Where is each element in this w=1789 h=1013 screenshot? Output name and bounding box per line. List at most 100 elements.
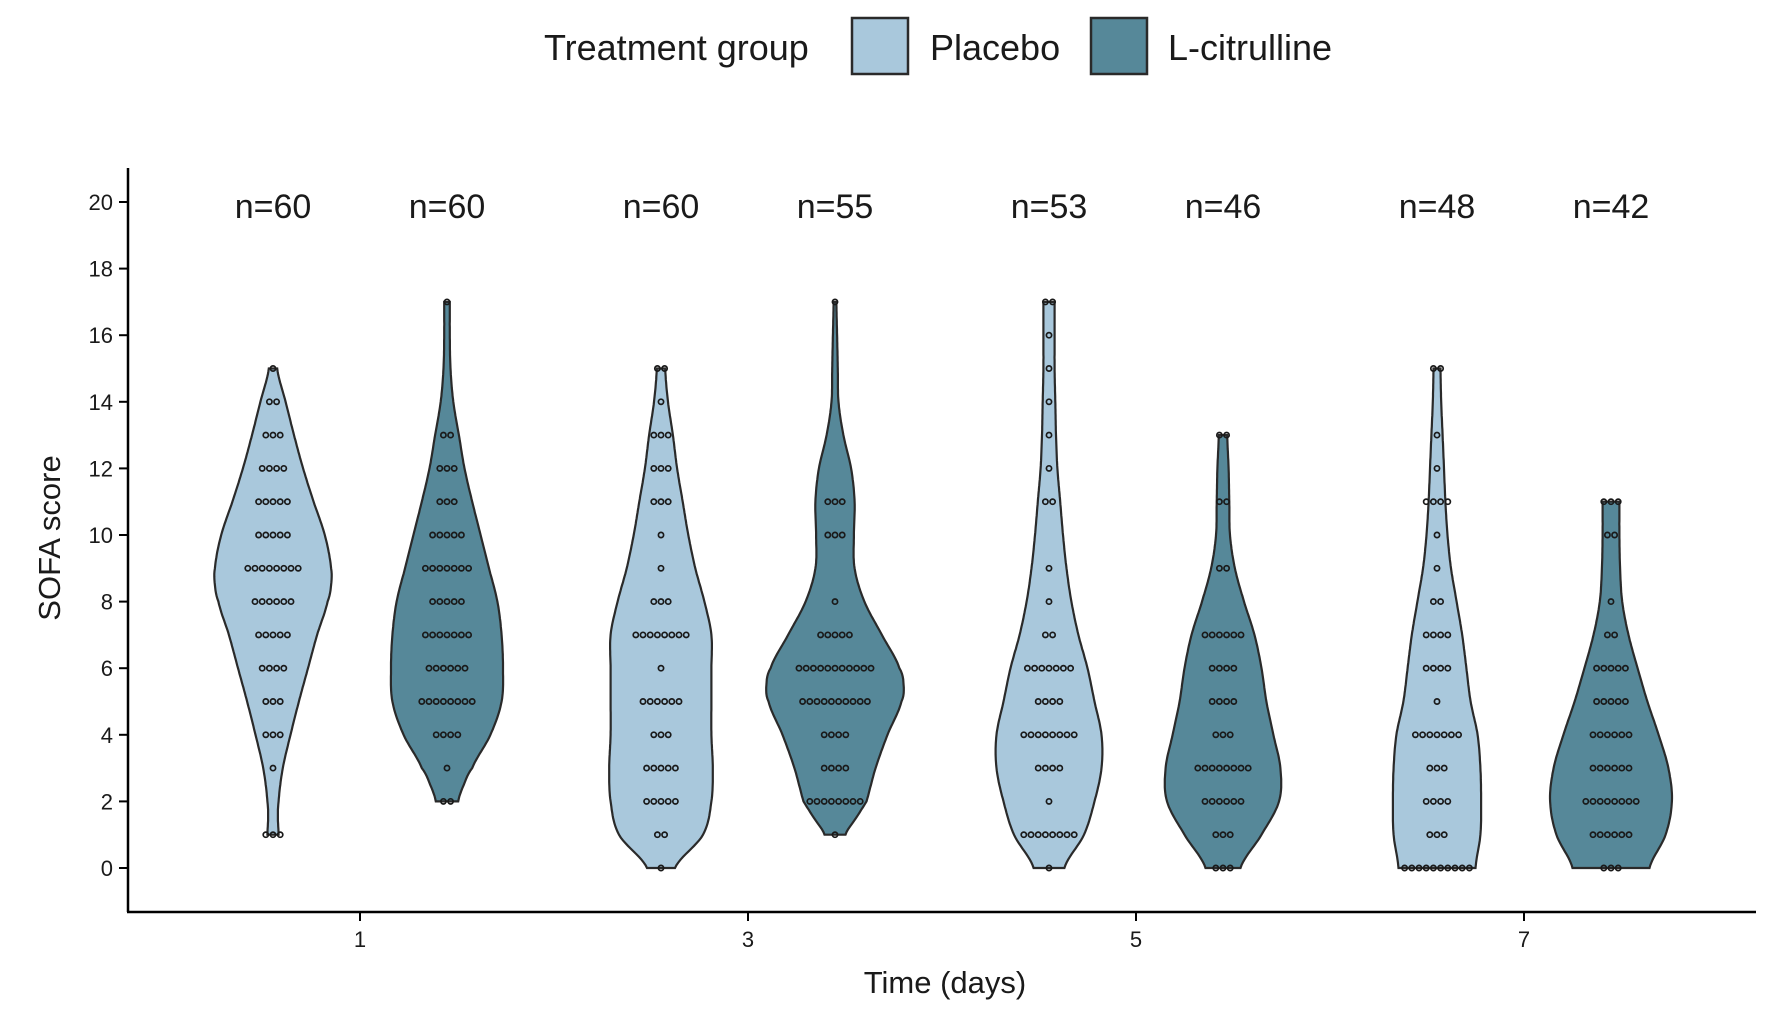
data-point-day7-l-citrulline-3 [1603, 764, 1611, 772]
data-point-day1-placebo-6 [273, 664, 281, 672]
data-point-day1-l-citrulline-9 [450, 564, 458, 572]
data-point-day5-placebo-4 [1063, 731, 1071, 739]
data-point-day3-placebo-1 [661, 831, 669, 839]
data-point-day7-l-citrulline-6 [1621, 664, 1629, 672]
data-point-day1-l-citrulline-6 [432, 664, 440, 672]
data-point-day3-l-citrulline-3 [835, 764, 843, 772]
data-point-day3-placebo-3 [664, 764, 672, 772]
data-point-day7-l-citrulline-4 [1618, 731, 1626, 739]
data-point-day1-l-citrulline-7 [421, 631, 429, 639]
data-point-day1-l-citrulline-7 [429, 631, 437, 639]
data-point-day5-placebo-1 [1027, 831, 1035, 839]
data-point-day3-l-citrulline-2 [813, 797, 821, 805]
data-point-day3-l-citrulline-3 [820, 764, 828, 772]
data-point-day1-placebo-7 [262, 631, 270, 639]
data-point-day7-l-citrulline-5 [1614, 698, 1622, 705]
data-point-day3-placebo-8 [650, 598, 658, 606]
data-point-day7-l-citrulline-1 [1625, 831, 1633, 839]
data-point-day3-l-citrulline-10 [831, 531, 839, 539]
data-point-day1-l-citrulline-6 [461, 664, 469, 672]
data-point-day7-placebo-0 [1465, 864, 1473, 872]
data-point-day7-l-citrulline-2 [1603, 797, 1611, 805]
data-point-day3-placebo-7 [682, 631, 690, 639]
data-point-day7-l-citrulline-2 [1596, 797, 1604, 805]
data-point-day7-placebo-6 [1444, 664, 1452, 672]
legend: Treatment group Placebo L-citrulline [544, 16, 1332, 76]
data-point-day5-l-citrulline-7 [1237, 631, 1245, 639]
data-point-day7-placebo-6 [1437, 664, 1445, 672]
data-point-day5-l-citrulline-7 [1230, 631, 1238, 639]
data-point-day7-l-citrulline-1 [1611, 831, 1619, 839]
data-point-day1-placebo-12 [273, 464, 281, 472]
data-point-day5-l-citrulline-1 [1226, 831, 1234, 839]
data-point-day1-l-citrulline-8 [457, 598, 465, 606]
data-point-day1-l-citrulline-7 [465, 631, 473, 639]
data-point-day7-placebo-1 [1440, 831, 1448, 839]
data-point-day3-l-citrulline-2 [842, 797, 850, 805]
data-point-day3-placebo-15 [661, 365, 669, 372]
data-point-day7-placebo-3 [1433, 764, 1441, 772]
data-point-day5-placebo-0 [1045, 864, 1053, 872]
data-point-day1-placebo-13 [269, 431, 277, 439]
data-point-day5-l-citrulline-6 [1215, 664, 1223, 672]
data-point-day3-placebo-3 [643, 764, 651, 772]
y-tick-label-12: 12 [89, 456, 113, 481]
data-point-day3-l-citrulline-2 [820, 797, 828, 805]
n-label-day1-placebo: n=60 [235, 188, 312, 226]
data-point-day7-placebo-11 [1437, 498, 1445, 506]
data-point-day5-placebo-11 [1049, 498, 1057, 506]
data-point-day3-l-citrulline-4 [827, 731, 835, 739]
data-point-day5-l-citrulline-3 [1201, 764, 1209, 772]
data-point-day1-placebo-14 [265, 398, 273, 406]
data-point-day5-placebo-14 [1045, 398, 1053, 406]
data-point-day5-placebo-8 [1045, 598, 1053, 606]
data-point-day3-l-citrulline-5 [842, 698, 850, 705]
data-point-day7-l-citrulline-0 [1607, 864, 1615, 872]
data-point-day1-placebo-9 [294, 564, 302, 572]
data-point-day3-placebo-7 [632, 631, 640, 639]
data-point-day1-placebo-8 [280, 598, 288, 606]
x-axis: 1 3 5 7 [127, 910, 1756, 952]
data-point-day1-placebo-6 [280, 664, 288, 672]
data-point-day1-l-citrulline-5 [461, 698, 469, 705]
data-point-day1-placebo-8 [251, 598, 259, 606]
data-point-day5-placebo-3 [1041, 764, 1049, 772]
violin-group-day5-placebo [994, 298, 1104, 872]
data-point-day5-l-citrulline-3 [1208, 764, 1216, 772]
data-point-day3-l-citrulline-5 [806, 698, 814, 705]
data-point-day1-placebo-10 [262, 531, 270, 539]
data-point-day7-l-citrulline-1 [1596, 831, 1604, 839]
y-tick-label-8: 8 [101, 590, 113, 615]
violin-day7-placebo [1391, 367, 1483, 870]
data-point-day1-l-citrulline-4 [439, 731, 447, 739]
data-point-day1-l-citrulline-4 [454, 731, 462, 739]
data-point-day1-l-citrulline-9 [457, 564, 465, 572]
data-point-day5-placebo-13 [1045, 431, 1053, 439]
violin-day1-l-citrulline [389, 300, 505, 803]
violin-group-day7-l-citrulline [1548, 498, 1674, 872]
x-axis-title: Time (days) [864, 965, 1026, 1000]
data-point-day5-placebo-1 [1049, 831, 1057, 839]
data-point-day7-placebo-0 [1422, 864, 1430, 872]
data-point-day3-l-citrulline-6 [809, 664, 817, 672]
data-point-day7-l-citrulline-6 [1593, 664, 1601, 672]
data-point-day5-placebo-6 [1059, 664, 1067, 672]
n-label-day1-l-citrulline: n=60 [409, 188, 486, 226]
data-point-day7-l-citrulline-8 [1607, 598, 1615, 606]
data-point-day1-l-citrulline-10 [450, 531, 458, 539]
data-point-day3-placebo-7 [668, 631, 676, 639]
data-point-day3-l-citrulline-7 [831, 631, 839, 639]
data-point-day3-placebo-7 [661, 631, 669, 639]
legend-swatch-l-citrulline [1089, 16, 1149, 76]
data-point-day1-placebo-9 [287, 564, 295, 572]
data-point-day1-l-citrulline-11 [436, 498, 444, 506]
data-point-day1-placebo-11 [255, 498, 263, 506]
data-point-day7-placebo-11 [1444, 498, 1452, 506]
violin-group-day3-l-citrulline [765, 298, 905, 839]
data-point-day1-placebo-9 [265, 564, 273, 572]
y-tick-label-14: 14 [89, 390, 113, 415]
y-tick-label-10: 10 [89, 523, 113, 548]
data-point-day1-placebo-9 [244, 564, 252, 572]
data-point-day1-placebo-10 [283, 531, 291, 539]
data-point-day1-l-citrulline-8 [450, 598, 458, 606]
